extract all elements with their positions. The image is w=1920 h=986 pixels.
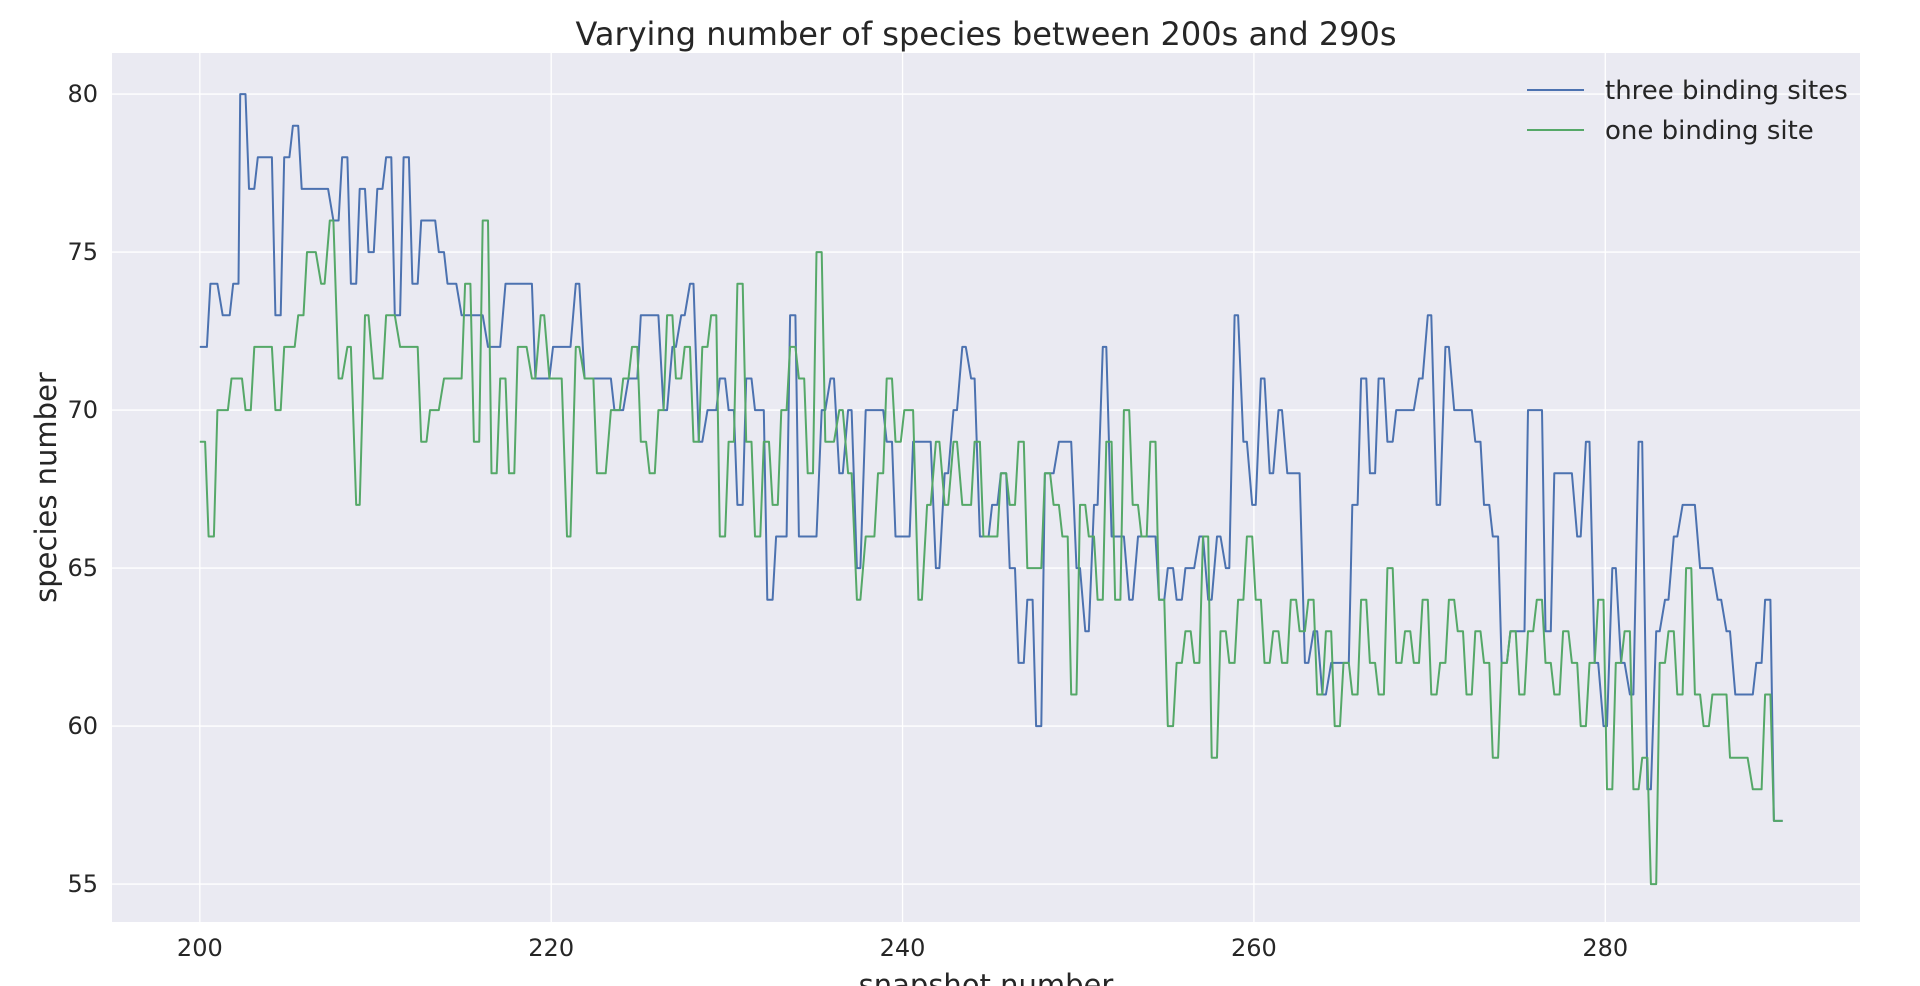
x-tick-label: 280	[1582, 934, 1628, 962]
tick-labels: 200 220 240 260 280 55 60 65 70 75 80	[67, 80, 1628, 962]
series-layer	[199, 93, 1783, 886]
x-tick-label: 220	[528, 934, 574, 962]
x-tick-label: 240	[880, 934, 926, 962]
series-line-1	[199, 93, 1783, 822]
y-tick-label: 55	[67, 870, 98, 898]
y-tick-label: 70	[67, 396, 98, 424]
x-tick-label: 200	[177, 934, 223, 962]
y-tick-label: 65	[67, 554, 98, 582]
y-axis-label: species number	[29, 372, 63, 603]
x-axis-label: snapshot number	[859, 968, 1114, 986]
chart-title: Varying number of species between 200s a…	[575, 15, 1396, 53]
legend-label-2: one binding site	[1605, 116, 1814, 146]
legend-label-1: three binding sites	[1605, 76, 1848, 106]
y-tick-label: 75	[67, 238, 98, 266]
y-tick-label: 60	[67, 712, 98, 740]
y-tick-label: 80	[67, 80, 98, 108]
legend: three binding sites one binding site	[1527, 76, 1848, 146]
plot-area	[112, 53, 1860, 922]
x-tick-label: 260	[1231, 934, 1277, 962]
series-line-2	[199, 219, 1783, 886]
grid-lines	[112, 53, 1860, 922]
